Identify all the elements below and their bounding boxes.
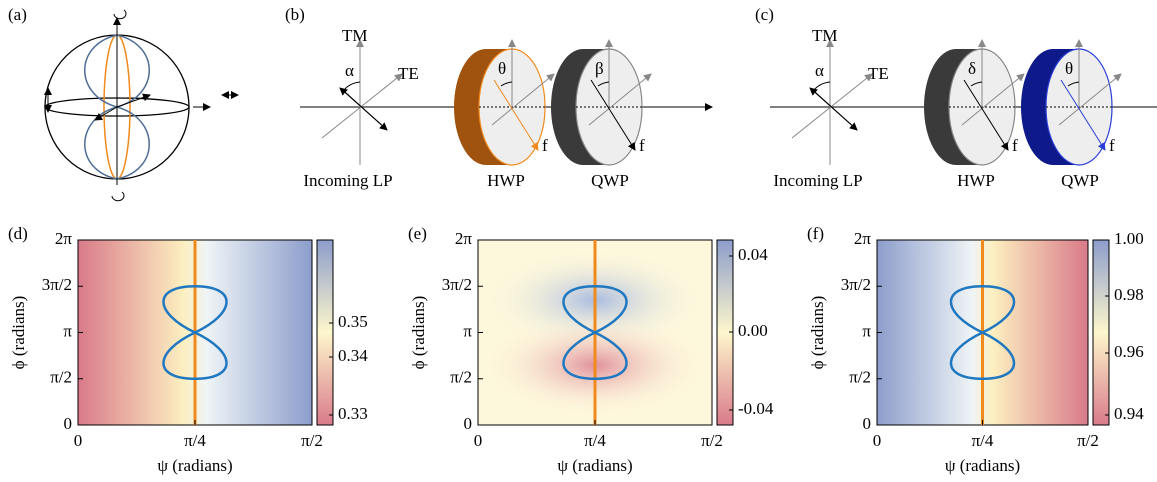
x-tick-label: π/2 bbox=[301, 431, 323, 450]
colorbar-tick-label: 0.35 bbox=[338, 312, 368, 331]
y-tick-label: π/2 bbox=[450, 368, 472, 387]
y-tick-label: π/2 bbox=[50, 368, 72, 387]
fast-axis bbox=[1060, 79, 1106, 151]
bloch-sphere bbox=[44, 9, 239, 202]
angle-label: θ bbox=[498, 59, 506, 78]
figure-eight bbox=[950, 284, 1015, 381]
y-tick-label: 0 bbox=[64, 414, 73, 433]
axis-label: TE bbox=[398, 64, 419, 83]
colorbar bbox=[316, 239, 334, 426]
y-tick-label: 3π/2 bbox=[442, 275, 472, 294]
x-tick-label: 0 bbox=[74, 431, 83, 450]
axis-label: f bbox=[1109, 136, 1115, 155]
y-tick-label: π/2 bbox=[849, 368, 871, 387]
axis-label: TM bbox=[342, 26, 368, 45]
y-tick-label: π bbox=[862, 321, 871, 340]
angle-label: α bbox=[815, 61, 824, 80]
y-tick-label: 2π bbox=[455, 229, 473, 248]
x-tick-label: 0 bbox=[873, 431, 882, 450]
angle-arc bbox=[597, 81, 610, 87]
y-tick-label: π bbox=[63, 321, 72, 340]
caption: Incoming LP bbox=[773, 171, 862, 190]
angle-arc bbox=[342, 81, 361, 92]
y-tick-label: π bbox=[463, 321, 472, 340]
plate-axis bbox=[588, 73, 652, 126]
wave-plate-diagram: (b) TM TE α θ f β f Incoming LP HWP QWP bbox=[285, 5, 713, 190]
fast-axis bbox=[493, 79, 539, 151]
y-axis-label: ϕ (radians) bbox=[409, 296, 428, 370]
y-tick-label: 2π bbox=[854, 229, 872, 248]
y-tick-label: 3π/2 bbox=[841, 275, 871, 294]
x-tick-label: π/2 bbox=[701, 431, 723, 450]
heatmaps: (d) 0 π/4 π/2 0 π/2 π 3π/2 2π ψ (radians) ϕ (radia… bbox=[8, 224, 1144, 475]
angle-label: β bbox=[595, 59, 604, 78]
colorbar-tick-label: 0.94 bbox=[1114, 404, 1144, 423]
plate-axis bbox=[961, 73, 1025, 126]
axis-label: f bbox=[1012, 136, 1018, 155]
caption: Incoming LP bbox=[303, 171, 392, 190]
wave-plate-diagram: (c) TM TE α δ f θ f Incoming LP HWP QWP bbox=[755, 5, 1157, 190]
figure-eight bbox=[562, 284, 628, 381]
colorbar-tick-label: 0.98 bbox=[1114, 285, 1144, 304]
colorbar bbox=[1092, 239, 1110, 426]
axis-label: TE bbox=[868, 64, 889, 83]
diagrams: (b) TM TE α θ f β f Incoming LP HWP QWP (c) TM TE α δ f θ… bbox=[285, 5, 1157, 190]
figure-eight bbox=[162, 284, 228, 381]
angle-arc bbox=[812, 81, 831, 92]
panel-label: (a) bbox=[8, 5, 27, 24]
y-axis-label: ϕ (radians) bbox=[9, 296, 28, 370]
caption: HWP bbox=[487, 171, 525, 190]
heatmap-panel: (f) 0 π/4 π/2 0 π/2 π 3π/2 2π ψ (radians) ϕ (radia… bbox=[807, 224, 1144, 475]
angle-arc bbox=[500, 81, 513, 87]
plate-axis bbox=[1058, 73, 1122, 126]
axis-label: f bbox=[639, 136, 645, 155]
heatmap-panel: (e) 0 π/4 π/2 0 π/2 π 3π/2 2π ψ (radians) ϕ (radia… bbox=[408, 224, 774, 475]
panel-label: (b) bbox=[285, 5, 305, 24]
angle-label: α bbox=[345, 61, 354, 80]
fast-axis bbox=[590, 79, 636, 151]
y-axis-label: ϕ (radians) bbox=[808, 296, 827, 370]
y-tick-label: 3π/2 bbox=[42, 275, 72, 294]
caption: QWP bbox=[1061, 171, 1099, 190]
x-axis-label: ψ (radians) bbox=[157, 456, 232, 475]
colorbar-tick-label: 0.00 bbox=[738, 321, 768, 340]
x-tick-label: π/4 bbox=[184, 431, 206, 450]
axis-label: f bbox=[542, 136, 548, 155]
panel-label: (e) bbox=[408, 224, 427, 243]
colorbar-tick-label: -0.04 bbox=[738, 399, 774, 418]
polarization bbox=[814, 91, 858, 131]
colorbar-tick-label: 0.04 bbox=[738, 245, 768, 264]
colorbar-tick-label: 0.96 bbox=[1114, 342, 1144, 361]
colorbar-tick-label: 1.00 bbox=[1114, 229, 1144, 248]
y-tick-label: 0 bbox=[464, 414, 473, 433]
angle-arc bbox=[970, 81, 983, 87]
x-axis-label: ψ (radians) bbox=[557, 456, 632, 475]
x-tick-label: π/4 bbox=[972, 431, 994, 450]
polarization bbox=[344, 91, 388, 131]
panel-label: (f) bbox=[807, 224, 824, 243]
x-tick-label: 0 bbox=[474, 431, 483, 450]
fast-axis bbox=[963, 79, 1009, 151]
te-axis bbox=[791, 73, 873, 139]
y-tick-label: 2π bbox=[55, 229, 73, 248]
colorbar-tick-label: 0.33 bbox=[338, 404, 368, 423]
angle-arc bbox=[1067, 81, 1080, 87]
x-tick-label: π/2 bbox=[1077, 431, 1099, 450]
panel-label: (d) bbox=[8, 224, 28, 243]
colorbar-tick-label: 0.34 bbox=[338, 346, 368, 365]
caption: HWP bbox=[957, 171, 995, 190]
axis-label: TM bbox=[812, 26, 838, 45]
x-axis-label: ψ (radians) bbox=[945, 456, 1020, 475]
caption: QWP bbox=[591, 171, 629, 190]
panel-label: (c) bbox=[755, 5, 774, 24]
plate-axis bbox=[491, 73, 555, 126]
x-tick-label: π/4 bbox=[584, 431, 606, 450]
y-tick-label: 0 bbox=[863, 414, 872, 433]
heatmap-panel: (d) 0 π/4 π/2 0 π/2 π 3π/2 2π ψ (radians) ϕ (radia… bbox=[8, 224, 368, 475]
angle-label: δ bbox=[968, 59, 976, 78]
angle-label: θ bbox=[1065, 59, 1073, 78]
te-axis bbox=[321, 73, 403, 139]
